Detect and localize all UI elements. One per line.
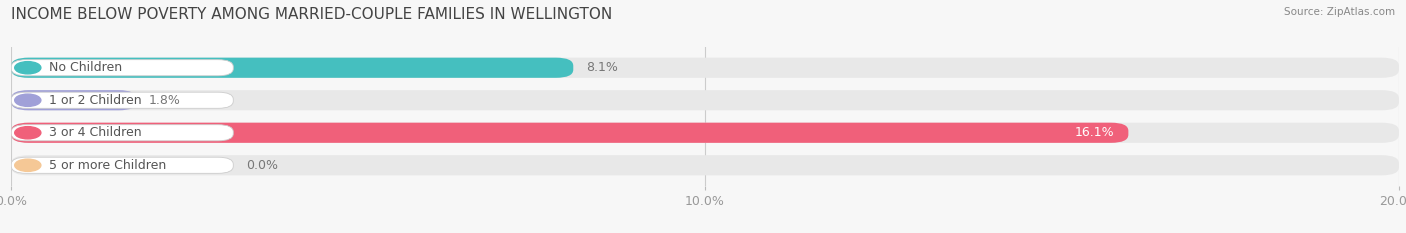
FancyBboxPatch shape — [11, 92, 233, 108]
Text: 5 or more Children: 5 or more Children — [49, 159, 166, 172]
FancyBboxPatch shape — [11, 90, 136, 110]
FancyBboxPatch shape — [11, 155, 1399, 175]
FancyBboxPatch shape — [11, 60, 233, 76]
FancyBboxPatch shape — [11, 123, 1399, 143]
Text: 3 or 4 Children: 3 or 4 Children — [49, 126, 142, 139]
Text: 8.1%: 8.1% — [586, 61, 617, 74]
Text: 1 or 2 Children: 1 or 2 Children — [49, 94, 142, 107]
Text: Source: ZipAtlas.com: Source: ZipAtlas.com — [1284, 7, 1395, 17]
Text: 0.0%: 0.0% — [246, 159, 278, 172]
FancyBboxPatch shape — [11, 90, 1399, 110]
Text: INCOME BELOW POVERTY AMONG MARRIED-COUPLE FAMILIES IN WELLINGTON: INCOME BELOW POVERTY AMONG MARRIED-COUPL… — [11, 7, 613, 22]
FancyBboxPatch shape — [11, 125, 233, 141]
Text: 1.8%: 1.8% — [149, 94, 180, 107]
Text: No Children: No Children — [49, 61, 122, 74]
Circle shape — [14, 94, 41, 106]
Circle shape — [14, 159, 41, 171]
FancyBboxPatch shape — [11, 58, 1399, 78]
FancyBboxPatch shape — [11, 58, 574, 78]
FancyBboxPatch shape — [11, 123, 1129, 143]
Circle shape — [14, 62, 41, 74]
Circle shape — [14, 127, 41, 139]
FancyBboxPatch shape — [11, 157, 233, 173]
Text: 16.1%: 16.1% — [1074, 126, 1115, 139]
